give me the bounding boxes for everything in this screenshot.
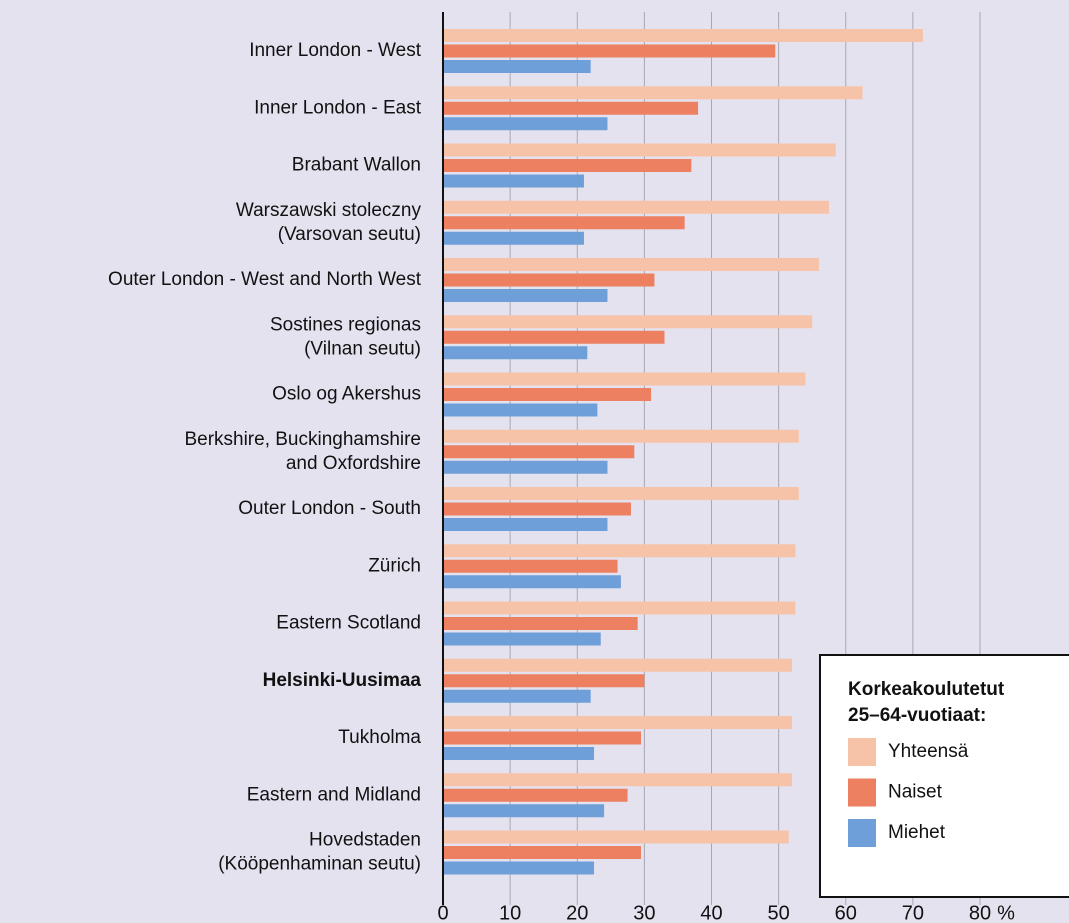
bar	[443, 559, 618, 573]
x-tick-label: 20	[566, 902, 588, 923]
bar	[443, 346, 588, 360]
category-label: Hovedstaden (Kööpenhaminan seutu)	[218, 830, 421, 875]
legend: Korkeakoulutetut 25–64-vuotiaat: Yhteensä N…	[819, 654, 1069, 898]
bar	[443, 502, 631, 516]
category-label: Tukholma	[338, 727, 421, 748]
category-label: Eastern Scotland	[276, 613, 421, 634]
bar	[443, 315, 813, 329]
legend-label: Yhteensä	[888, 741, 969, 762]
bar	[443, 804, 605, 818]
category-label: Eastern and Midland	[247, 784, 421, 805]
legend-box	[819, 654, 1069, 898]
bar	[443, 372, 806, 386]
bar	[443, 689, 591, 703]
bar	[443, 716, 793, 729]
bar	[443, 575, 621, 589]
bar	[443, 731, 642, 745]
category-label: Outer London - South	[238, 498, 421, 519]
bar	[443, 445, 635, 459]
bar	[443, 846, 642, 859]
bar	[443, 60, 591, 73]
bar	[443, 403, 598, 417]
legend-label: Naiset	[888, 782, 943, 803]
x-tick-label: 10	[499, 902, 521, 923]
bar	[443, 159, 692, 172]
category-label: Brabant Wallon	[292, 155, 421, 176]
bar	[443, 101, 699, 115]
bar	[443, 674, 645, 688]
x-unit: %	[997, 902, 1015, 923]
bar	[443, 216, 685, 230]
x-tick-label: 80	[969, 902, 991, 923]
x-tick-label: 50	[768, 902, 790, 923]
bar	[443, 117, 608, 131]
category-label: Berkshire, Buckinghamshire and Oxfordshir…	[184, 429, 421, 474]
bar	[443, 143, 836, 157]
bar	[443, 273, 655, 287]
bar	[443, 29, 923, 42]
x-tick-label: 40	[700, 902, 722, 923]
x-tick-label: 70	[902, 902, 924, 923]
x-tick-label: 60	[835, 902, 857, 923]
category-label: Helsinki-Uusimaa	[263, 670, 422, 691]
bar	[443, 86, 863, 100]
bar	[443, 44, 776, 58]
legend-title: Korkeakoulutetut 25–64-vuotiaat:	[848, 679, 1005, 726]
category-label: Sostines regionas (Vilnan seutu)	[270, 314, 421, 359]
bar	[443, 518, 608, 531]
bar	[443, 330, 665, 344]
bar	[443, 289, 608, 302]
bar	[443, 200, 829, 214]
legend-swatch	[848, 778, 876, 807]
category-label: Inner London - West	[249, 40, 422, 61]
category-label: Inner London - East	[254, 97, 422, 118]
legend-label: Miehet	[888, 822, 946, 843]
bar	[443, 747, 595, 760]
bar	[443, 231, 584, 245]
category-label: Oslo og Akershus	[272, 384, 421, 405]
bar	[443, 601, 796, 615]
bar	[443, 788, 628, 802]
bar	[443, 429, 799, 443]
x-tick-label: 0	[437, 902, 448, 923]
bar	[443, 773, 793, 787]
category-label: Outer London - West and North West	[108, 269, 422, 290]
bar	[443, 174, 584, 188]
bar	[443, 617, 638, 630]
bar	[443, 658, 793, 672]
bar	[443, 632, 601, 646]
bar	[443, 460, 608, 474]
bar	[443, 258, 819, 271]
bar	[443, 388, 652, 401]
legend-swatch	[848, 738, 876, 766]
bar	[443, 544, 796, 558]
bar	[443, 487, 799, 500]
bar	[443, 830, 789, 844]
bar	[443, 861, 595, 875]
legend-swatch	[848, 819, 876, 847]
x-tick-label: 30	[633, 902, 655, 923]
category-label: Zürich	[368, 555, 421, 576]
category-label: Warszawski stoleczny (Varsovan seutu)	[236, 200, 422, 245]
